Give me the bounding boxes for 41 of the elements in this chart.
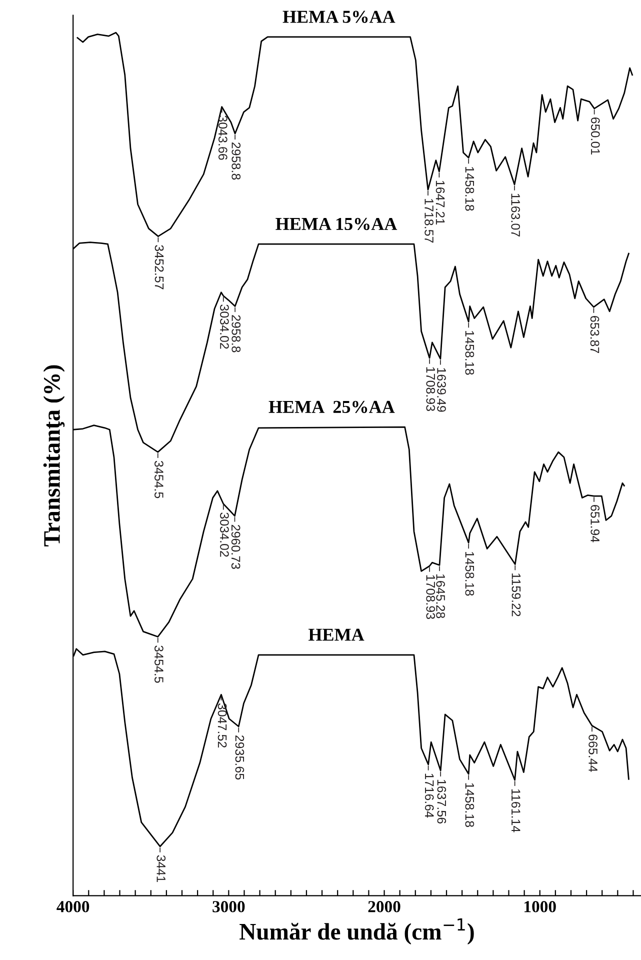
annotation: 1458.18: [465, 331, 474, 375]
annotation: 3043.66: [218, 116, 228, 160]
x-tick-label: 3000: [212, 901, 245, 912]
annotation: 1161.14: [511, 789, 520, 832]
annotation: 1718.57: [424, 198, 434, 243]
annotation: 3441: [156, 855, 166, 882]
annotation: 2960.73: [231, 524, 240, 569]
annotation: 2935.65: [235, 735, 244, 780]
annotation: 2958.8: [232, 315, 241, 352]
series-label: HEMA 25%AA: [268, 400, 395, 414]
annotation: 1645.28: [436, 574, 445, 618]
x-tick-label: 4000: [56, 901, 90, 912]
annotation: 665.44: [588, 734, 598, 772]
annotation: 1637.56: [437, 780, 446, 824]
annotation: 1639.49: [437, 368, 446, 412]
annotation: 1159.22: [512, 574, 521, 616]
annotation: 2958.8: [232, 142, 241, 180]
annotation: 1647.21: [436, 180, 445, 224]
annotation: 1708.93: [426, 367, 436, 411]
annotation: 1708.93: [426, 575, 436, 619]
annotation: 1458.18: [465, 552, 474, 596]
annotation: 3034.02: [220, 304, 229, 349]
annotation: 3034.02: [220, 512, 229, 557]
series-label: HEMA: [308, 628, 364, 641]
series-label: HEMA 15%AA: [276, 218, 398, 230]
annotation: 1458.18: [465, 783, 474, 827]
annotation: 1458.18: [465, 167, 474, 211]
x-tick-label: 1000: [524, 901, 556, 912]
annotation: 3452.57: [154, 245, 164, 290]
annotation: 650.01: [590, 118, 600, 155]
annotation: 1163.07: [511, 194, 520, 236]
annotation: 3454.5: [154, 646, 164, 683]
x-tick-label: 2000: [368, 901, 400, 912]
annotation: 1716.64: [424, 774, 434, 818]
x-axis-title: Număr de undă (cm$^{−1}$): [240, 918, 474, 945]
annotation: 3047.52: [218, 703, 227, 748]
annotation: 653.87: [590, 316, 600, 354]
series-label: HEMA 5%AA: [282, 10, 396, 23]
annotation: 651.94: [590, 505, 600, 542]
annotation: 3454.5: [154, 460, 164, 498]
y-axis-title: Transmitanţa (%): [43, 365, 65, 546]
